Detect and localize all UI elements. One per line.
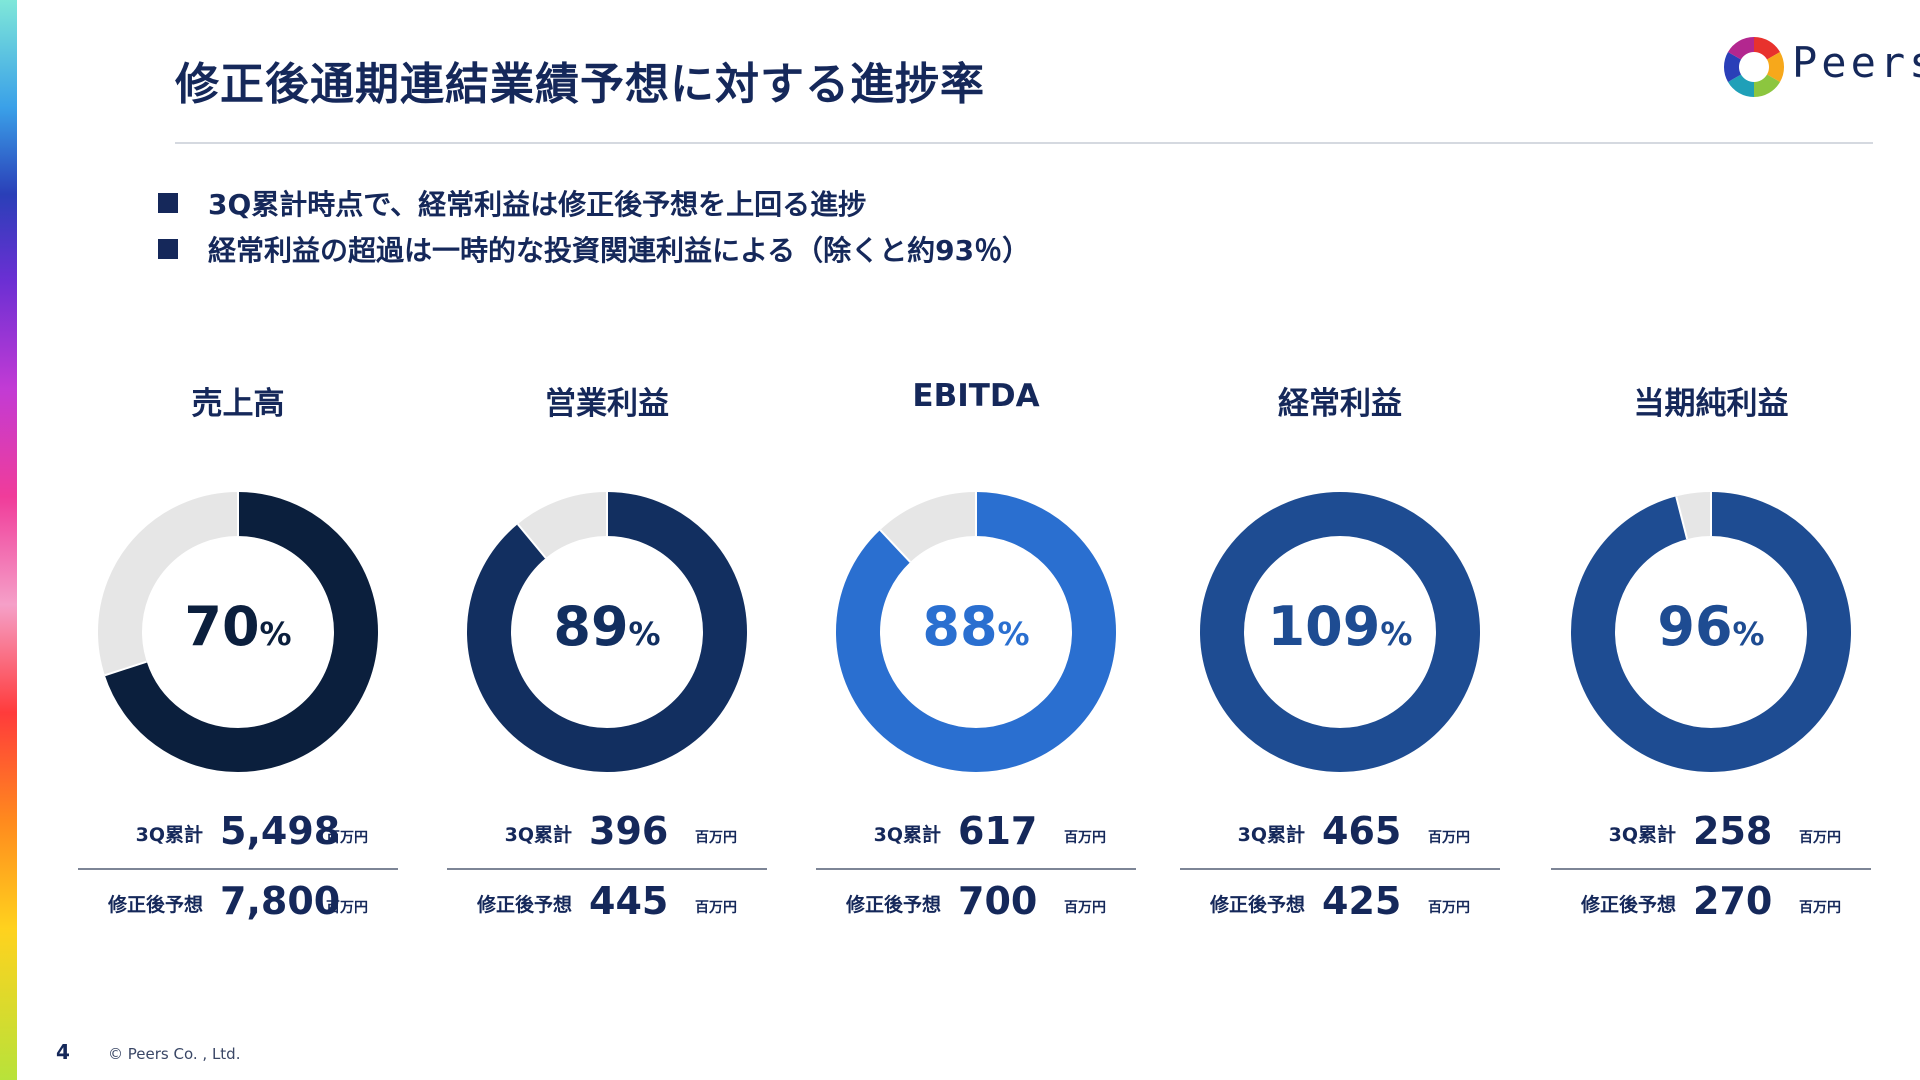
row-divider — [1551, 868, 1871, 870]
progress-donut — [467, 492, 747, 772]
forecast-unit: 百万円 — [695, 900, 737, 916]
donut-separator — [1675, 496, 1689, 540]
progress-donut — [98, 492, 378, 772]
forecast-unit: 百万円 — [1799, 900, 1841, 916]
accum-row: 3Q累計 5,498 百万円 — [78, 805, 398, 855]
forecast-label: 修正後予想 — [1580, 894, 1676, 916]
decorative-color-strip — [0, 0, 17, 1080]
donut-progress-arc — [1200, 492, 1480, 772]
chart-title: EBITDA — [912, 378, 1040, 414]
accum-unit: 百万円 — [1064, 830, 1106, 846]
percent-unit: % — [628, 615, 661, 653]
forecast-row: 修正後予想 425 百万円 — [1180, 875, 1500, 925]
forecast-value: 270 — [1693, 879, 1773, 923]
bullet-text: 経常利益の超過は一時的な投資関連利益による（除くと約93％） — [208, 234, 1031, 267]
accum-row: 3Q累計 465 百万円 — [1180, 805, 1500, 855]
chart-title: 売上高 — [191, 386, 285, 422]
percent-readout: 70% — [78, 595, 398, 658]
progress-donut — [1571, 492, 1851, 772]
logo-text: Peers — [1792, 38, 1920, 87]
page-number: 4 — [56, 1040, 70, 1064]
page-title: 修正後通期連結業績予想に対する進捗率 — [175, 59, 985, 110]
chart-title: 経常利益 — [1278, 386, 1402, 422]
percent-value: 96 — [1657, 595, 1733, 658]
forecast-value: 700 — [958, 879, 1038, 923]
accum-value: 465 — [1322, 809, 1402, 853]
accum-value: 5,498 — [220, 809, 341, 853]
bullet-item: 3Q累計時点で、経常利益は修正後予想を上回る進捗 — [158, 180, 1030, 226]
percent-unit: % — [259, 615, 292, 653]
progress-donut — [836, 492, 1116, 772]
accum-label: 3Q累計 — [135, 824, 203, 846]
forecast-unit: 百万円 — [1428, 900, 1470, 916]
forecast-label: 修正後予想 — [476, 894, 572, 916]
accum-unit: 百万円 — [695, 830, 737, 846]
percent-value: 109 — [1267, 595, 1381, 658]
percent-value: 88 — [922, 595, 998, 658]
panel-net-income: 当期純利益 96% 3Q累計 258 百万円 修正後予想 270 百万円 — [1551, 370, 1871, 930]
percent-readout: 109% — [1180, 595, 1500, 658]
forecast-value: 445 — [589, 879, 669, 923]
accum-unit: 百万円 — [1428, 830, 1470, 846]
bullet-list: 3Q累計時点で、経常利益は修正後予想を上回る進捗 経常利益の超過は一時的な投資関… — [158, 180, 1030, 272]
accum-value: 258 — [1693, 809, 1773, 853]
bullet-text: 3Q累計時点で、経常利益は修正後予想を上回る進捗 — [208, 188, 867, 221]
accum-row: 3Q累計 258 百万円 — [1551, 805, 1871, 855]
bullet-item: 経常利益の超過は一時的な投資関連利益による（除くと約93％） — [158, 226, 1030, 272]
accum-value: 396 — [589, 809, 669, 853]
accum-unit: 百万円 — [326, 830, 368, 846]
panel-operating-profit: 営業利益 89% 3Q累計 396 百万円 修正後予想 445 百万円 — [447, 370, 767, 930]
percent-readout: 89% — [447, 595, 767, 658]
percent-readout: 96% — [1551, 595, 1871, 658]
progress-donut — [1200, 492, 1480, 772]
forecast-label: 修正後予想 — [1209, 894, 1305, 916]
accum-label: 3Q累計 — [873, 824, 941, 846]
forecast-row: 修正後予想 270 百万円 — [1551, 875, 1871, 925]
donut-separator — [104, 660, 148, 677]
row-divider — [816, 868, 1136, 870]
forecast-label: 修正後予想 — [107, 894, 203, 916]
row-divider — [447, 868, 767, 870]
panel-ordinary-profit: 経常利益 109% 3Q累計 465 百万円 修正後予想 425 百万円 — [1180, 370, 1500, 930]
percent-value: 70 — [184, 595, 260, 658]
square-bullet-icon — [158, 193, 178, 213]
accum-label: 3Q累計 — [504, 824, 572, 846]
chart-title: 当期純利益 — [1633, 386, 1789, 422]
panel-sales: 売上高 70% 3Q累計 5,498 百万円 修正後予想 7,800 百万円 — [78, 370, 398, 930]
forecast-value: 425 — [1322, 879, 1402, 923]
forecast-row: 修正後予想 7,800 百万円 — [78, 875, 398, 925]
accum-value: 617 — [958, 809, 1038, 853]
percent-value: 89 — [553, 595, 629, 658]
panel-ebitda: EBITDA 88% 3Q累計 617 百万円 修正後予想 700 百万円 — [816, 370, 1136, 930]
square-bullet-icon — [158, 239, 178, 259]
peers-logo-icon — [1723, 36, 1785, 98]
copyright-text: © Peers Co. , Ltd. — [108, 1045, 241, 1063]
forecast-unit: 百万円 — [1064, 900, 1106, 916]
percent-readout: 88% — [816, 595, 1136, 658]
percent-unit: % — [1380, 615, 1413, 653]
forecast-row: 修正後予想 700 百万円 — [816, 875, 1136, 925]
donut-separator — [516, 523, 547, 559]
row-divider — [78, 868, 398, 870]
accum-row: 3Q累計 617 百万円 — [816, 805, 1136, 855]
chart-title: 営業利益 — [545, 386, 669, 422]
percent-unit: % — [997, 615, 1030, 653]
row-divider — [1180, 868, 1500, 870]
forecast-unit: 百万円 — [326, 900, 368, 916]
accum-unit: 百万円 — [1799, 830, 1841, 846]
accum-label: 3Q累計 — [1608, 824, 1676, 846]
forecast-label: 修正後予想 — [845, 894, 941, 916]
forecast-value: 7,800 — [220, 879, 341, 923]
forecast-row: 修正後予想 445 百万円 — [447, 875, 767, 925]
percent-unit: % — [1732, 615, 1765, 653]
accum-label: 3Q累計 — [1237, 824, 1305, 846]
title-divider — [175, 142, 1873, 144]
donut-separator — [879, 529, 912, 563]
accum-row: 3Q累計 396 百万円 — [447, 805, 767, 855]
